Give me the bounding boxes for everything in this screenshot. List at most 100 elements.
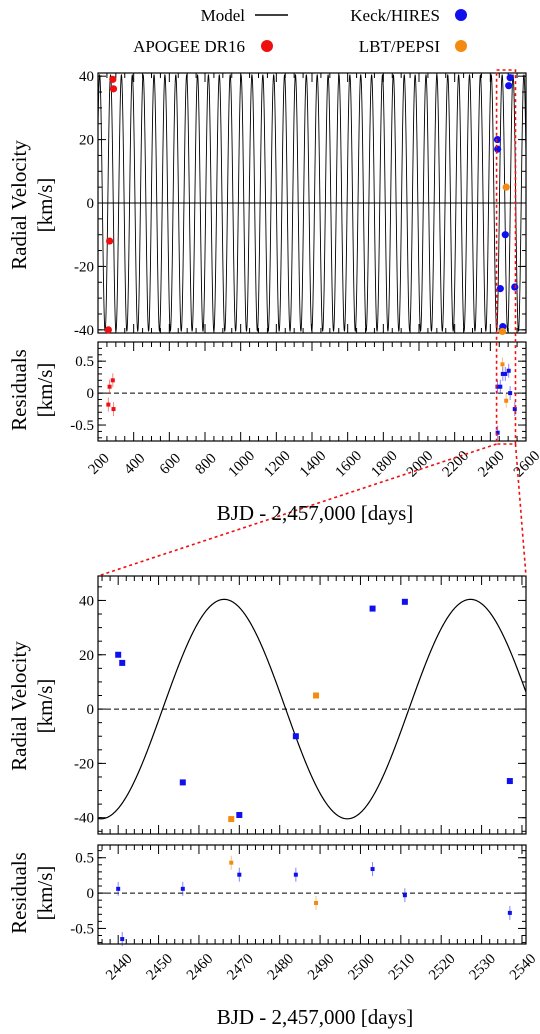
top-residuals-panel: -0.5 0 0.5 200 400 600 800 1000 1200 1400 1600 1800… <box>70 341 540 481</box>
keck-point <box>506 74 514 82</box>
keck-point <box>500 371 505 376</box>
bottom-residuals-panel: -0.5 0 0.5 2440 2450 2460 2470 2480 2490 2500 2510… <box>70 844 540 984</box>
ytick-label: 0.5 <box>75 851 94 867</box>
keck-point <box>293 872 298 877</box>
pepsi-point <box>504 398 509 403</box>
xtick-label: 2440 <box>103 951 136 984</box>
xtick-label: 1200 <box>261 448 294 481</box>
xtick-label: 2540 <box>507 951 540 984</box>
ytick-label: -0.5 <box>70 921 94 937</box>
ytick-label: -0.5 <box>70 418 94 434</box>
keck-point <box>508 391 513 396</box>
pepsi-point <box>498 327 507 336</box>
ytick-label: -20 <box>74 259 94 275</box>
keck-point <box>505 82 513 90</box>
keck-point <box>180 886 185 891</box>
keck-point <box>506 778 513 785</box>
pepsi-point <box>314 900 319 905</box>
keck-point <box>116 886 121 891</box>
plot-frame <box>97 341 527 442</box>
apogee-point <box>107 384 112 389</box>
keck-point <box>292 733 299 740</box>
ytick-label: -20 <box>74 756 94 772</box>
pepsi-point <box>502 183 510 191</box>
keck-point <box>370 867 375 872</box>
pepsi-point <box>229 860 234 865</box>
keck-point <box>506 368 511 373</box>
ytick-label: 40 <box>79 593 94 609</box>
keck-point <box>179 779 186 786</box>
zoom-connector-right <box>514 443 527 577</box>
keck-point <box>503 371 508 376</box>
ytick-label: 20 <box>79 648 94 664</box>
pepsi-point <box>313 692 320 699</box>
keck-point <box>120 937 125 942</box>
ytick-label: -40 <box>74 811 94 827</box>
top-xlabel: BJD - 2,457,000 [days] <box>217 501 414 525</box>
keck-point <box>512 407 517 412</box>
zoom-connector-left <box>97 443 497 577</box>
xtick-label: 2530 <box>466 951 499 984</box>
xtick-label: 2490 <box>305 951 338 984</box>
xtick-label: 2470 <box>224 951 257 984</box>
legend-apogee-label: APOGEE DR16 <box>133 37 245 56</box>
bottom-rv-ylabel-line1: Radial Velocity <box>7 641 31 771</box>
ytick-label: 0 <box>87 886 95 902</box>
keck-point <box>237 872 242 877</box>
keck-point <box>402 893 407 898</box>
xtick-label: 2460 <box>184 951 217 984</box>
keck-point <box>495 430 500 435</box>
xtick-label: 2000 <box>404 448 437 481</box>
xtick-label: 2500 <box>345 951 378 984</box>
keck-point <box>494 145 502 153</box>
zoom-box <box>495 69 517 445</box>
plot-frame <box>97 575 527 835</box>
xtick-label: 800 <box>193 451 220 478</box>
zoom-indicator <box>97 69 527 577</box>
legend-pepsi-marker <box>455 40 467 52</box>
bottom-res-ylabel-line1: Residuals <box>7 852 31 934</box>
xtick-label: 2510 <box>386 951 419 984</box>
keck-point <box>507 910 512 915</box>
xtick-label: 1400 <box>297 448 330 481</box>
bottom-res-ylabel-line2: [km/s] <box>33 866 57 921</box>
xtick-label: 1000 <box>226 448 259 481</box>
keck-point <box>493 135 502 144</box>
keck-point <box>119 659 126 666</box>
ytick-label: 40 <box>79 69 94 85</box>
bottom-rv-panel: -40 -20 0 20 40 <box>74 575 527 835</box>
xtick-label: 400 <box>121 451 148 478</box>
bottom-xlabel: BJD - 2,457,000 [days] <box>217 1005 414 1029</box>
bottom-rv-ylabel-line2: [km/s] <box>33 679 57 734</box>
plot-frame <box>97 844 527 945</box>
pepsi-point <box>500 362 505 367</box>
apogee-point <box>104 326 112 334</box>
ytick-label: 20 <box>79 133 94 149</box>
legend-keck-label: Keck/HIRES <box>350 6 440 25</box>
keck-point <box>236 811 243 818</box>
xtick-label: 200 <box>86 451 113 478</box>
legend-model-label: Model <box>201 6 246 25</box>
keck-point <box>501 231 509 239</box>
apogee-point <box>110 378 115 383</box>
keck-point <box>369 605 376 612</box>
top-res-ylabel-line2: [km/s] <box>33 363 57 418</box>
apogee-point <box>109 85 118 93</box>
apogee-point <box>106 402 111 407</box>
ytick-label: -40 <box>74 323 94 339</box>
keck-point <box>115 651 122 658</box>
apogee-point <box>109 75 117 83</box>
ytick-label: 0 <box>87 386 95 402</box>
apogee-point <box>105 237 114 245</box>
pepsi-point <box>228 816 235 823</box>
xtick-label: 2520 <box>426 951 459 984</box>
xtick-label: 2600 <box>511 448 540 481</box>
ytick-label: 0 <box>87 702 95 718</box>
keck-point <box>498 384 503 389</box>
apogee-point <box>111 407 116 412</box>
xtick-label: 1600 <box>333 448 366 481</box>
xtick-label: 2450 <box>143 951 176 984</box>
top-rv-ylabel-line2: [km/s] <box>33 178 57 233</box>
keck-point <box>496 285 504 293</box>
